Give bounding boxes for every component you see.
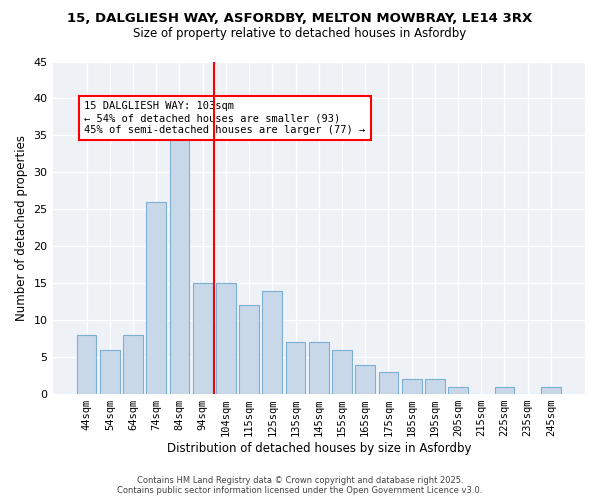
Bar	[425, 380, 445, 394]
Bar	[146, 202, 166, 394]
Y-axis label: Number of detached properties: Number of detached properties	[15, 135, 28, 321]
Bar	[379, 372, 398, 394]
Bar	[402, 380, 422, 394]
X-axis label: Distribution of detached houses by size in Asfordby: Distribution of detached houses by size …	[167, 442, 471, 455]
Bar	[216, 283, 236, 394]
Bar	[193, 283, 212, 394]
Bar	[355, 364, 375, 394]
Text: 15 DALGLIESH WAY: 103sqm
← 54% of detached houses are smaller (93)
45% of semi-d: 15 DALGLIESH WAY: 103sqm ← 54% of detach…	[85, 102, 366, 134]
Bar	[541, 386, 561, 394]
Bar	[123, 335, 143, 394]
Bar	[286, 342, 305, 394]
Text: Size of property relative to detached houses in Asfordby: Size of property relative to detached ho…	[133, 28, 467, 40]
Bar	[494, 386, 514, 394]
Bar	[448, 386, 468, 394]
Bar	[262, 290, 282, 394]
Bar	[170, 136, 190, 394]
Bar	[77, 335, 97, 394]
Bar	[332, 350, 352, 394]
Text: 15, DALGLIESH WAY, ASFORDBY, MELTON MOWBRAY, LE14 3RX: 15, DALGLIESH WAY, ASFORDBY, MELTON MOWB…	[67, 12, 533, 26]
Bar	[239, 306, 259, 394]
Bar	[309, 342, 329, 394]
Bar	[100, 350, 119, 394]
Text: Contains HM Land Registry data © Crown copyright and database right 2025.
Contai: Contains HM Land Registry data © Crown c…	[118, 476, 482, 495]
